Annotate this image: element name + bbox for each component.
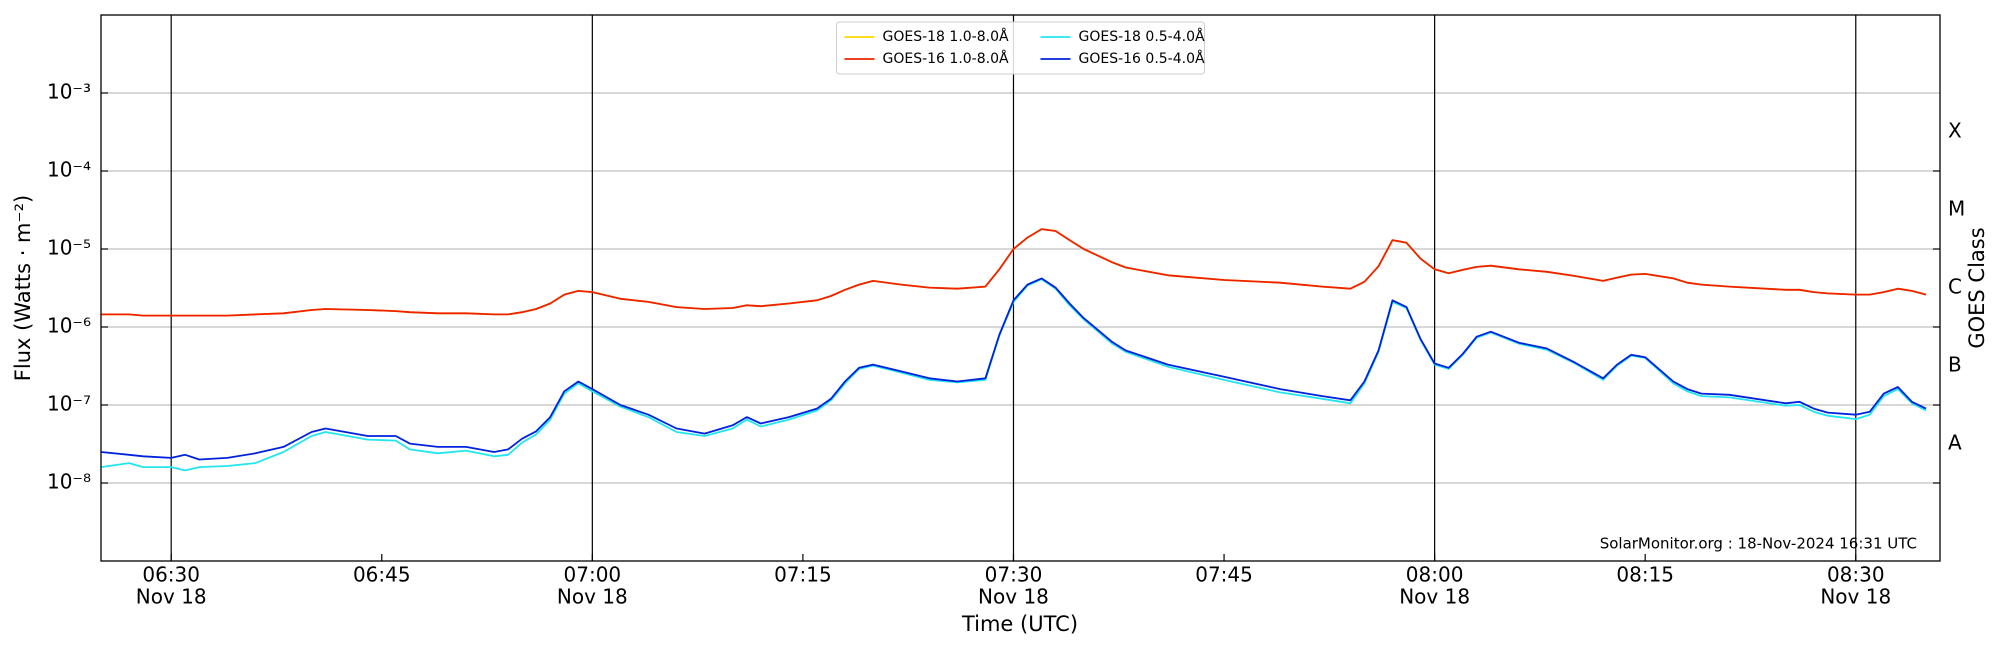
y2-axis-title: GOES Class: [1965, 227, 1989, 348]
y-axis-title: Flux (Watts · m⁻²): [11, 195, 35, 381]
series-line: [100, 277, 1927, 461]
legend-box: [836, 21, 1205, 75]
plot-frame: [100, 14, 1941, 562]
x-tick-date: Nov 18: [557, 585, 628, 609]
x-tick-label: 08:00: [1406, 563, 1464, 587]
x-tick-label: 06:45: [353, 563, 411, 587]
x-tick-label: 08:30: [1827, 563, 1885, 587]
x-tick-label: 07:15: [774, 563, 832, 587]
y-tick-label: 10⁻³: [47, 80, 91, 104]
series-line: [101, 228, 1927, 317]
legend-label: GOES-18 0.5-4.0Å: [1079, 28, 1205, 45]
legend-label: GOES-18 1.0-8.0Å: [883, 28, 1009, 45]
y2-tick-label: A: [1948, 431, 1962, 455]
x-tick-date: Nov 18: [1820, 585, 1891, 609]
x-tick-label: 08:15: [1616, 563, 1674, 587]
y2-tick-label: B: [1948, 353, 1962, 377]
x-tick-label: 07:30: [985, 563, 1043, 587]
x-tick-label: 07:00: [564, 563, 622, 587]
y2-tick-label: X: [1948, 119, 1962, 143]
x-tick-label: 06:30: [142, 563, 200, 587]
y-tick-label: 10⁻⁵: [47, 236, 91, 260]
x-axis-title: Time (UTC): [961, 612, 1078, 636]
y-tick-label: 10⁻⁸: [47, 470, 91, 494]
y2-tick-label: C: [1948, 275, 1962, 299]
x-tick-label: 07:45: [1195, 563, 1253, 587]
x-tick-date: Nov 18: [136, 585, 207, 609]
legend-label: GOES-16 1.0-8.0Å: [883, 50, 1009, 67]
x-tick-date: Nov 18: [978, 585, 1049, 609]
y-tick-label: 10⁻⁴: [47, 158, 91, 182]
y2-tick-label: M: [1948, 197, 1965, 221]
y-tick-label: 10⁻⁷: [47, 392, 91, 416]
legend-label: GOES-16 0.5-4.0Å: [1079, 50, 1205, 67]
annotation: SolarMonitor.org : 18-Nov-2024 16:31 UTC: [1600, 535, 1917, 553]
x-tick-date: Nov 18: [1399, 585, 1470, 609]
y-tick-label: 10⁻⁶: [47, 314, 91, 338]
